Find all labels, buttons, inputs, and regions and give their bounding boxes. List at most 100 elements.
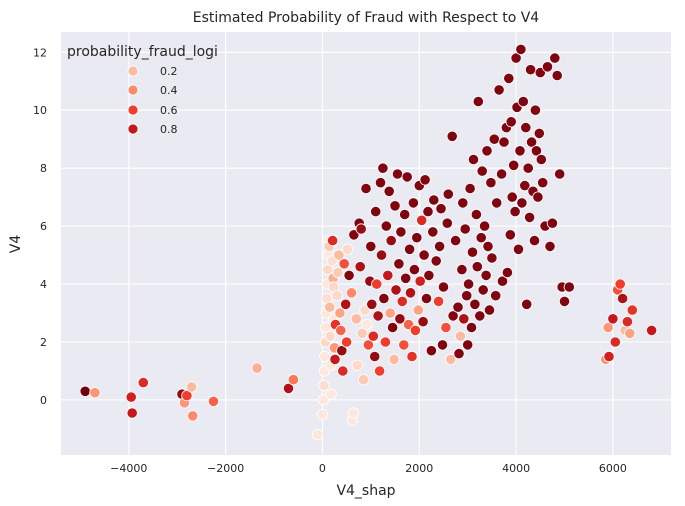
data-point — [447, 310, 459, 322]
data-point — [403, 243, 416, 255]
data-point — [416, 214, 428, 226]
data-point — [544, 240, 556, 252]
data-point — [367, 330, 379, 342]
legend-marker-2 — [127, 104, 139, 116]
data-point — [523, 211, 536, 223]
data-point — [422, 206, 434, 218]
data-point — [389, 200, 401, 212]
data-point — [385, 235, 397, 247]
y-tick-label: 10 — [33, 104, 47, 117]
data-point — [343, 269, 355, 281]
data-point — [366, 298, 378, 310]
data-point — [530, 145, 543, 157]
data-point — [452, 301, 464, 313]
data-point — [508, 159, 520, 171]
data-point — [466, 246, 479, 258]
data-point — [470, 208, 482, 221]
data-point — [400, 272, 412, 284]
data-point — [372, 310, 384, 322]
data-point — [394, 313, 406, 325]
data-point — [537, 177, 549, 189]
data-point — [89, 387, 101, 399]
data-point — [360, 182, 372, 195]
data-point — [440, 321, 452, 334]
x-tick-label: 6000 — [599, 462, 627, 475]
data-point — [317, 394, 329, 406]
data-point — [338, 258, 350, 270]
data-point — [427, 226, 439, 238]
data-point — [509, 206, 521, 218]
data-point — [514, 145, 526, 157]
data-point — [329, 353, 341, 365]
data-point — [318, 379, 330, 392]
data-point — [486, 252, 498, 264]
data-point — [336, 345, 348, 357]
data-point — [375, 249, 388, 261]
data-point — [482, 240, 494, 252]
data-point — [378, 292, 390, 305]
data-point — [316, 408, 328, 420]
data-point — [498, 136, 510, 148]
data-point — [373, 365, 386, 377]
legend-label-3: 0.8 — [160, 123, 178, 136]
legend-entry-3: 0.8 — [127, 123, 178, 136]
data-point — [186, 381, 198, 393]
data-point — [374, 177, 387, 189]
data-point — [485, 177, 497, 189]
data-point — [409, 324, 421, 336]
data-point — [505, 116, 517, 128]
data-point — [408, 263, 420, 276]
data-point — [428, 194, 440, 206]
data-point — [331, 290, 343, 302]
data-point — [609, 336, 621, 348]
data-point — [453, 347, 465, 360]
data-point — [457, 197, 469, 209]
data-point — [418, 249, 430, 261]
data-point — [504, 229, 516, 241]
x-tick-label: 2000 — [405, 462, 433, 475]
data-point — [324, 330, 336, 342]
data-point — [472, 95, 484, 108]
data-point — [465, 321, 478, 334]
y-axis-label: V4 — [8, 235, 24, 254]
data-point — [391, 168, 404, 180]
data-point — [510, 52, 522, 64]
legend-label-2: 0.6 — [160, 104, 178, 117]
legend-entry-0: 0.2 — [127, 65, 178, 78]
data-point — [379, 336, 391, 348]
data-point — [535, 153, 547, 166]
data-point — [419, 174, 431, 186]
data-point — [337, 365, 349, 377]
data-point — [493, 84, 505, 96]
data-point — [430, 255, 442, 267]
data-point — [350, 313, 362, 325]
data-point — [532, 191, 544, 203]
data-point — [456, 263, 468, 276]
data-point — [414, 275, 426, 287]
data-point — [425, 345, 437, 357]
data-point — [399, 208, 411, 221]
y-tick-label: 2 — [40, 336, 47, 349]
data-point — [476, 165, 488, 177]
data-point — [441, 217, 453, 229]
data-point — [351, 359, 363, 371]
data-point — [181, 389, 193, 402]
data-point — [384, 307, 396, 319]
data-point — [521, 298, 533, 310]
data-point — [551, 69, 563, 82]
data-point — [398, 339, 410, 351]
data-point — [411, 232, 423, 244]
data-point — [525, 136, 538, 148]
data-point — [533, 127, 545, 139]
data-point — [469, 298, 481, 310]
data-point — [417, 316, 429, 328]
legend-marker-1 — [127, 84, 139, 96]
data-point — [388, 353, 400, 365]
data-point — [386, 321, 399, 334]
x-tick-label: −4000 — [110, 462, 147, 475]
data-point — [325, 388, 337, 400]
legend-entry-2: 0.6 — [127, 104, 178, 117]
x-tick-label: 4000 — [502, 462, 530, 475]
data-point — [534, 67, 546, 79]
